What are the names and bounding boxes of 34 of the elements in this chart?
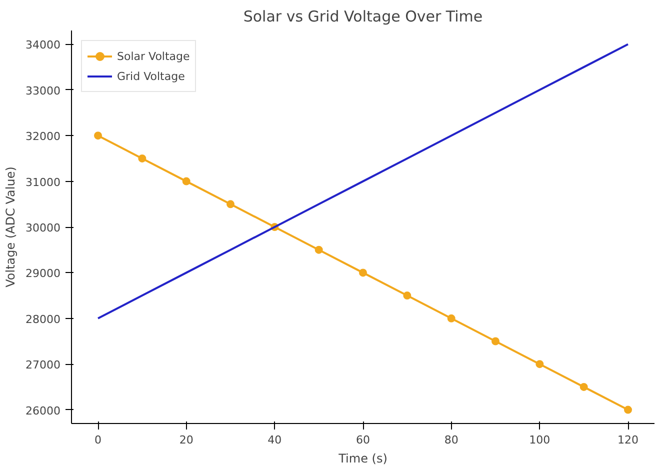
y-tick-label: 32000 xyxy=(26,130,61,144)
x-tick-label: 60 xyxy=(356,434,370,446)
legend-label: Solar Voltage xyxy=(117,50,190,62)
y-tick-label: 34000 xyxy=(26,38,61,52)
x-axis-title: Time (s) xyxy=(338,452,388,466)
x-tick-label: 0 xyxy=(94,434,102,446)
point xyxy=(182,177,190,186)
y-tick-label: 30000 xyxy=(26,222,61,234)
point xyxy=(580,382,588,391)
y-tick-label: 33000 xyxy=(26,84,61,98)
x-tick-label: 80 xyxy=(444,434,458,446)
y-tick-label: 29000 xyxy=(26,267,61,280)
point xyxy=(492,337,500,346)
y-tick-label: 31000 xyxy=(26,176,61,189)
point xyxy=(359,268,367,277)
x-tick-label: 40 xyxy=(268,434,282,446)
line-series xyxy=(97,43,629,320)
y-tick-label: 28000 xyxy=(26,312,61,326)
point xyxy=(94,132,102,140)
y-tick-label: 27000 xyxy=(26,358,61,372)
point xyxy=(447,314,456,322)
point xyxy=(536,360,544,368)
point xyxy=(403,292,412,300)
legend-label: Grid Voltage xyxy=(117,70,185,82)
point xyxy=(314,246,323,254)
x-tick-label: 120 xyxy=(618,434,638,446)
point xyxy=(624,406,632,414)
point xyxy=(138,154,146,162)
chart-title: Solar vs Grid Voltage Over Time xyxy=(243,8,483,26)
point xyxy=(226,200,234,208)
x-tick-label: 100 xyxy=(529,434,550,446)
x-tick-label: 20 xyxy=(179,434,194,446)
y-tick-label: 26000 xyxy=(26,404,61,418)
y-axis-title: Voltage (ADC Value) xyxy=(4,166,18,288)
